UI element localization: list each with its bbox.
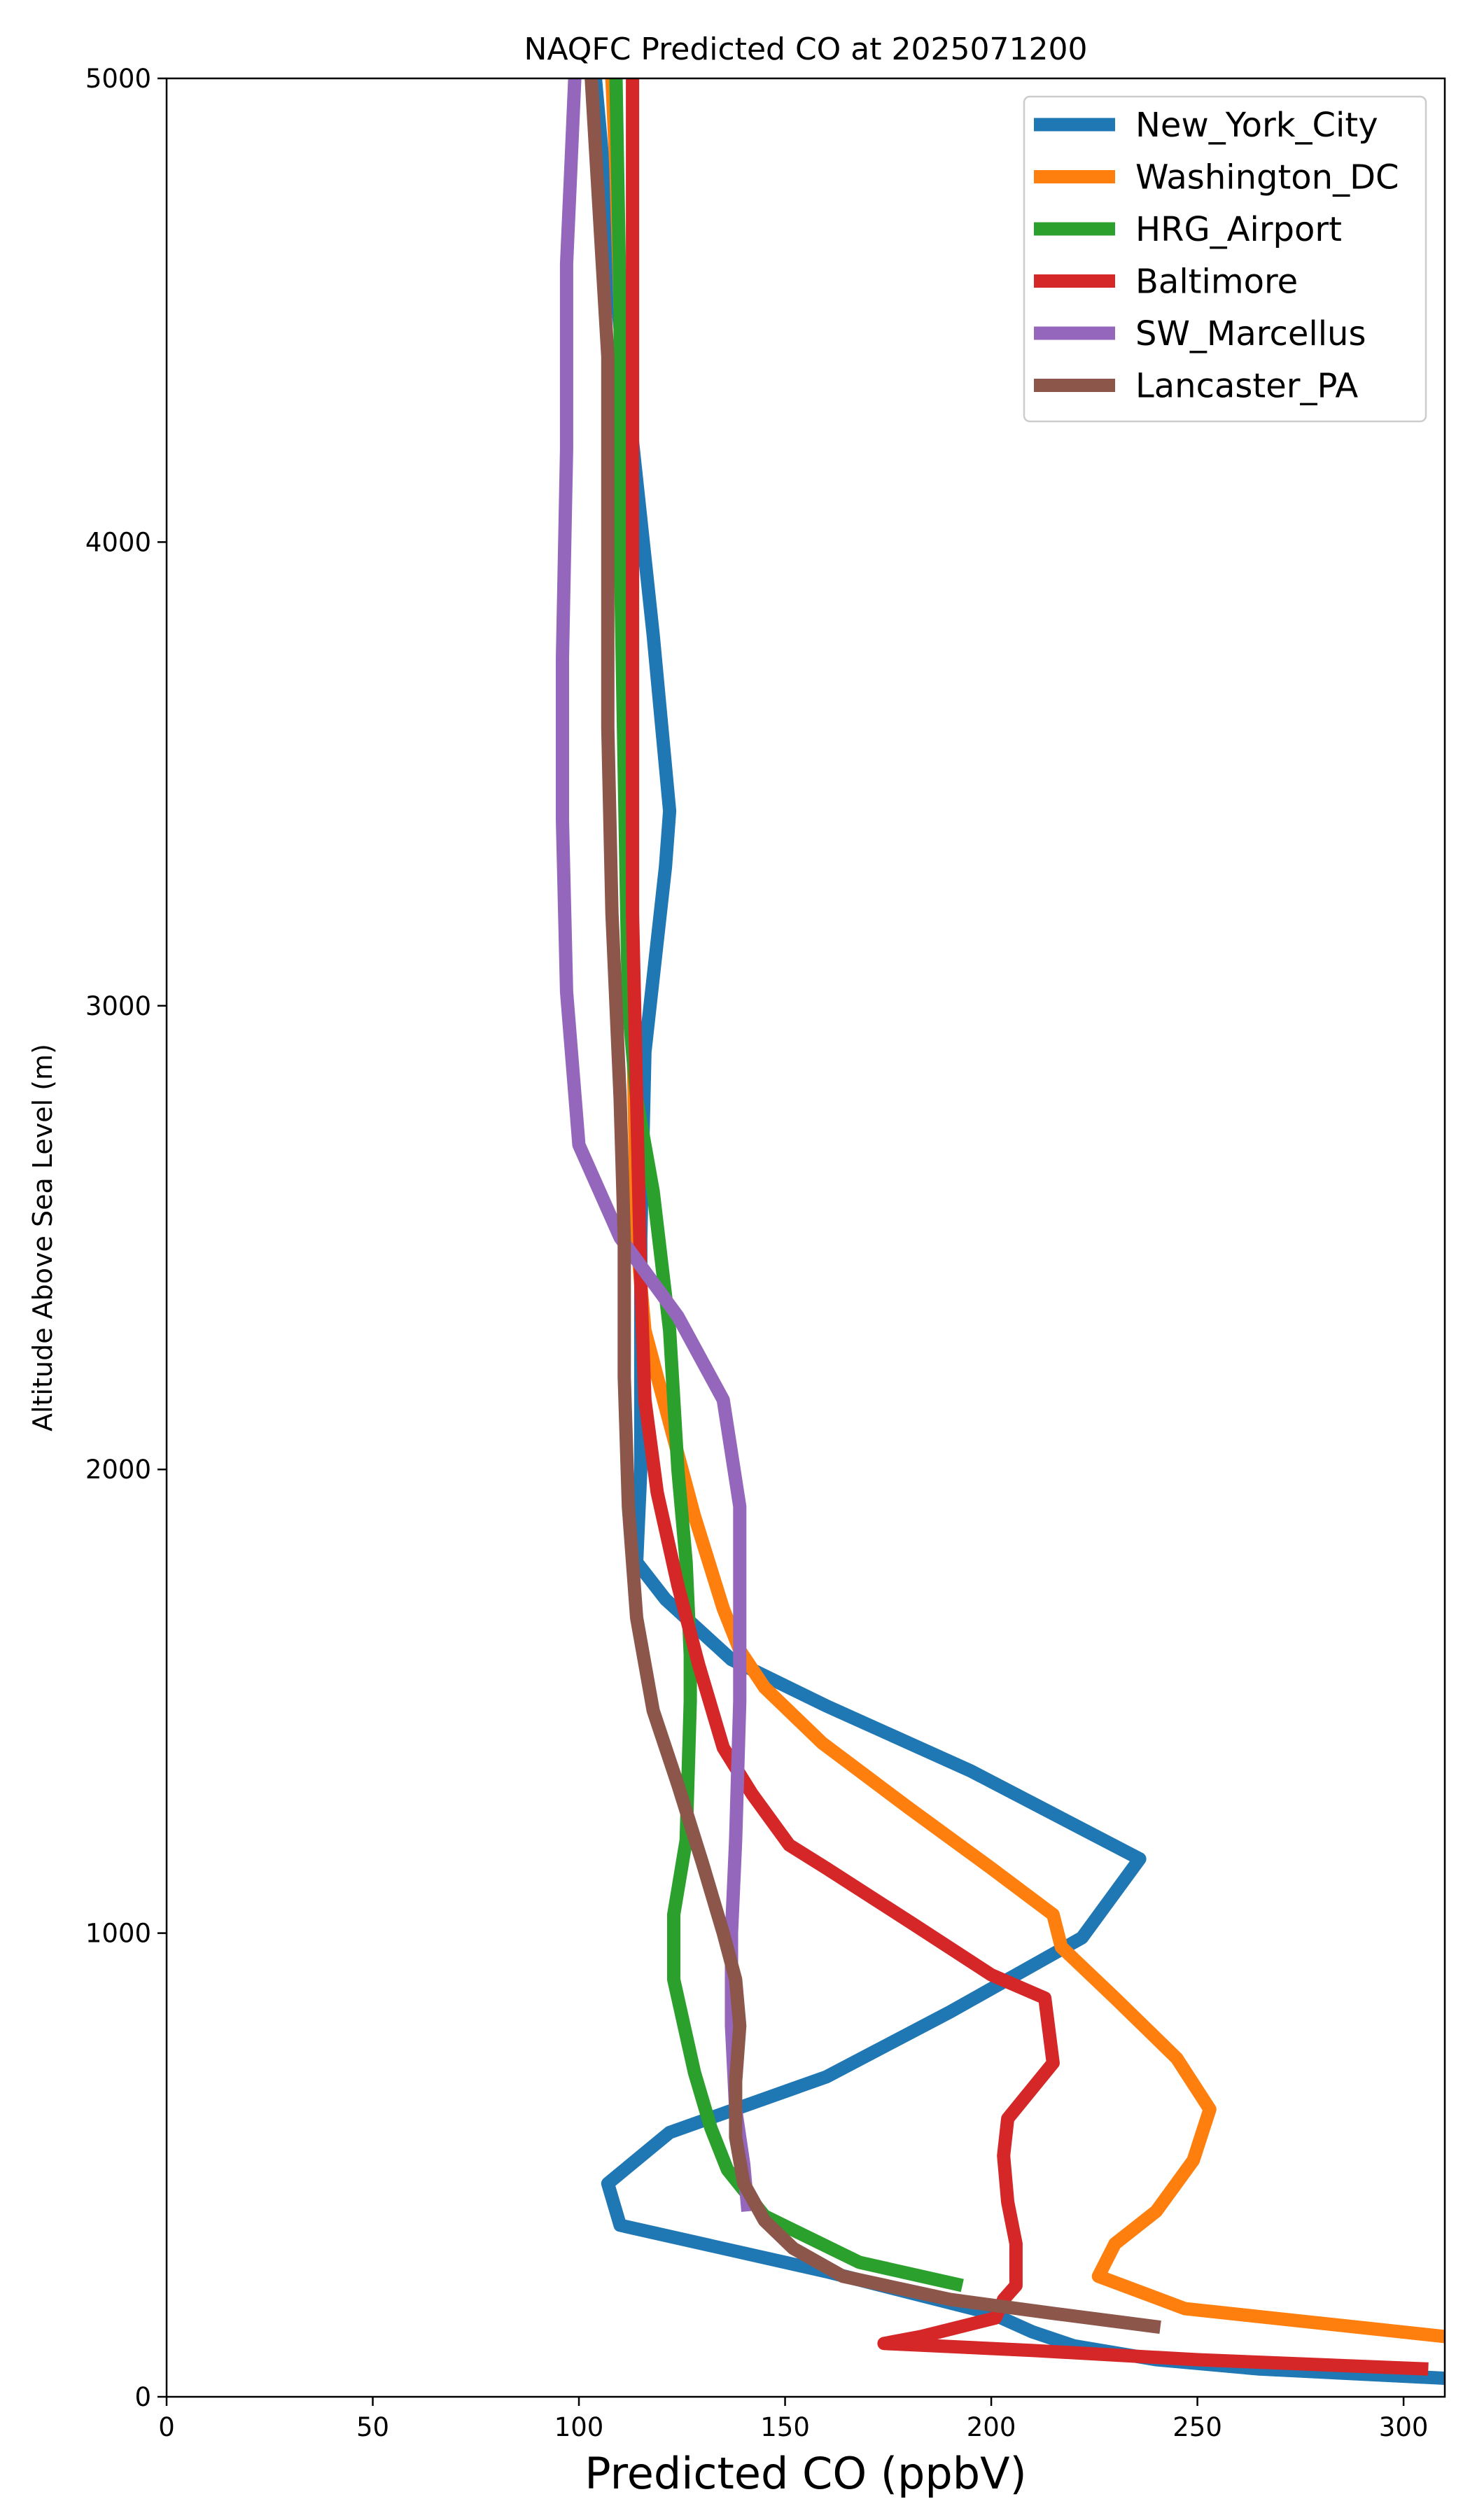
legend-label-washington-dc: Washington_DC — [1135, 158, 1399, 197]
y-tick-label: 5000 — [85, 64, 151, 94]
legend-label-new-york-city: New_York_City — [1135, 106, 1378, 145]
x-tick-label: 300 — [1379, 2412, 1429, 2442]
x-tick-label: 0 — [158, 2412, 175, 2442]
y-axis-ticks: 0 1000 2000 3000 4000 5000 — [85, 64, 167, 2412]
x-tick-label: 200 — [967, 2412, 1016, 2442]
x-axis-label: Predicted CO (ppbV) — [584, 2448, 1026, 2499]
series-line-new-york-city — [589, 78, 1445, 2385]
y-tick-label: 4000 — [85, 527, 151, 557]
x-tick-label: 100 — [554, 2412, 604, 2442]
legend-label-baltimore: Baltimore — [1135, 262, 1298, 302]
y-tick-label: 1000 — [85, 1919, 151, 1949]
legend-label-lancaster-pa: Lancaster_PA — [1135, 367, 1358, 406]
plot-frame — [165, 77, 1446, 2398]
series-layer — [556, 78, 1445, 2385]
legend-label-hrg-airport: HRG_Airport — [1135, 210, 1342, 249]
legend-box — [1023, 95, 1427, 423]
series-line-lancaster-pa — [584, 78, 1161, 2334]
y-axis-label: Altitude Above Sea Level (m) — [27, 1044, 58, 1432]
series-line-sw-marcellus — [556, 78, 755, 2212]
x-tick-label: 150 — [760, 2412, 810, 2442]
chart-title: NAQFC Predicted CO at 2025071200 — [524, 31, 1088, 67]
y-tick-label: 3000 — [85, 991, 151, 1021]
x-tick-label: 250 — [1172, 2412, 1222, 2442]
legend: New_York_City Washington_DC HRG_Airport Bal… — [1023, 95, 1427, 423]
series-line-baltimore — [626, 78, 1429, 2376]
y-tick-label: 0 — [134, 2382, 151, 2412]
x-axis-ticks: 0 50 100 150 200 250 300 — [158, 2397, 1428, 2442]
y-tick-label: 2000 — [85, 1455, 151, 1485]
legend-items: New_York_City Washington_DC HRG_Airport Bal… — [1034, 106, 1399, 406]
x-tick-label: 50 — [356, 2412, 389, 2442]
legend-label-sw-marcellus: SW_Marcellus — [1135, 314, 1366, 354]
